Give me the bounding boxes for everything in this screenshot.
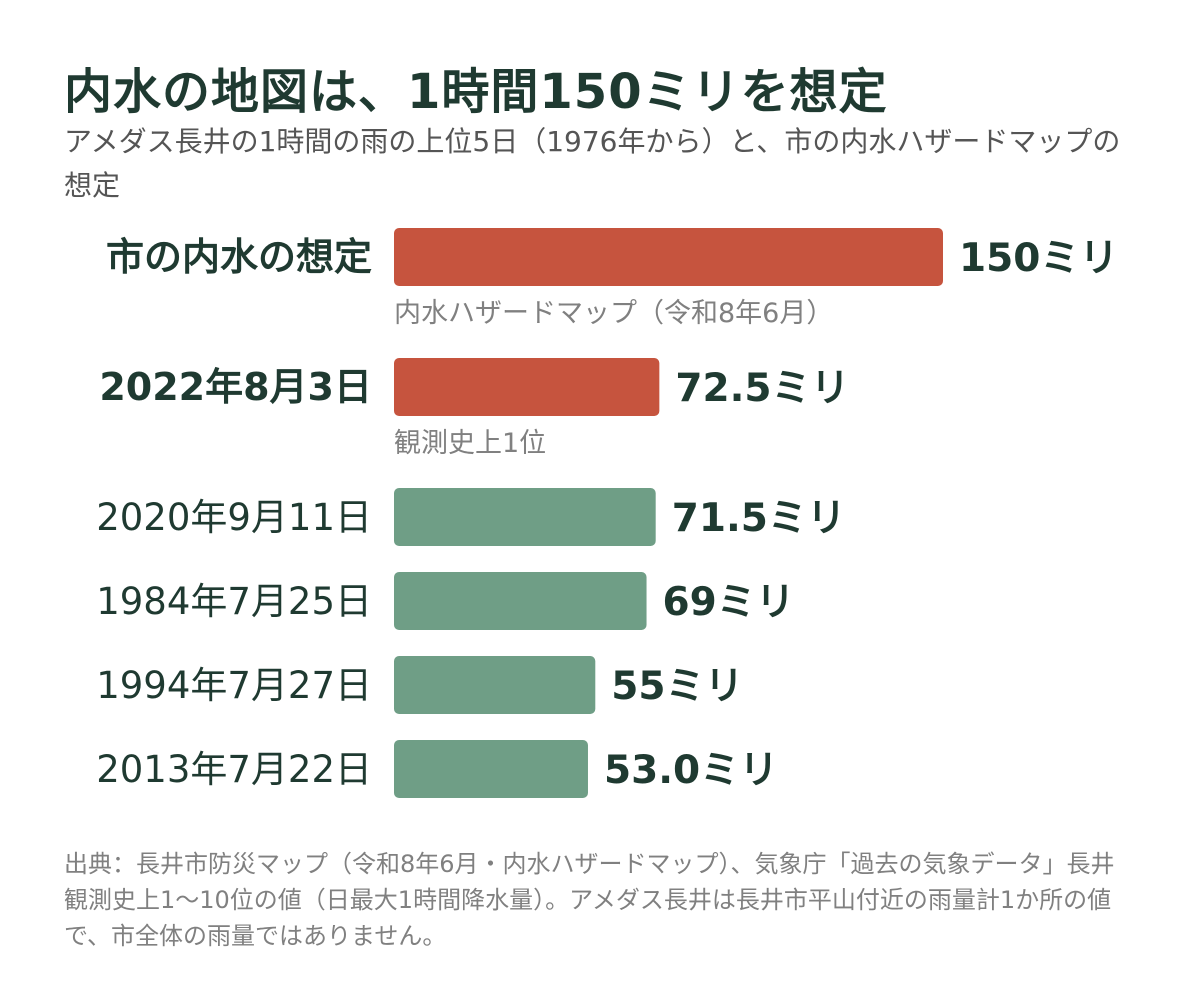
value-label: 55ミリ [611,664,743,709]
bar [394,656,596,714]
bar [394,488,656,546]
category-label: 1994年7月27日 [96,664,372,707]
page-subtitle: アメダス長井の1時間の雨の上位5日（1976年から）と、市の内水ハザードマップの… [64,125,1121,202]
bar-note: 観測史上1位 [394,428,546,459]
source-note: 出典：長井市防災マップ（令和8年6月・内水ハザードマップ）、気象庁「過去の気象デ… [64,850,1115,950]
value-label: 72.5ミリ [675,366,849,411]
category-label: 2020年9月11日 [96,496,372,539]
category-label: 1984年7月25日 [96,580,372,623]
value-label: 53.0ミリ [604,748,778,793]
bar [394,740,588,798]
category-label: 2022年8月3日 [99,365,372,409]
page-title: 内水の地図は、1時間150ミリを想定 [64,64,888,120]
bar [394,358,660,416]
category-label: 市の内水の想定 [106,235,372,279]
category-label: 2013年7月22日 [96,748,372,791]
bar [394,228,943,286]
value-label: 150ミリ [959,236,1118,281]
bar-note: 内水ハザードマップ（令和8年6月） [394,298,833,329]
bar [394,572,647,630]
value-label: 69ミリ [663,580,795,625]
value-label: 71.5ミリ [672,496,846,541]
